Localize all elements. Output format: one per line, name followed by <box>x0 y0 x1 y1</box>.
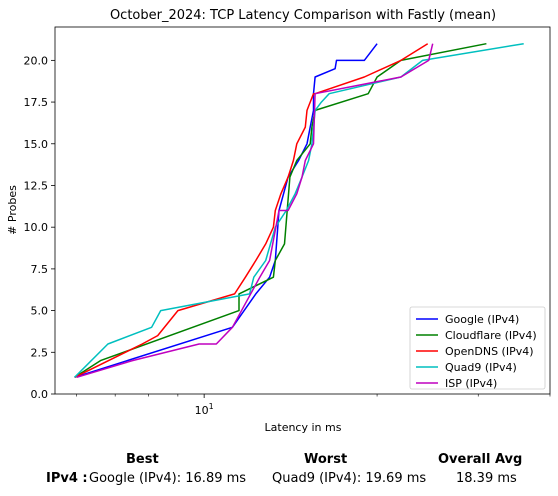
summary-row-label: IPv4 : <box>46 471 88 486</box>
summary-worst-value: Quad9 (IPv4): 19.69 ms <box>272 471 427 486</box>
x-axis-label: Latency in ms <box>265 421 342 434</box>
summary-overall-value: 18.39 ms <box>456 471 517 486</box>
legend-box <box>409 306 546 390</box>
summary-header-best: Best <box>126 452 159 467</box>
chart-title: October_2024: TCP Latency Comparison wit… <box>110 8 496 23</box>
y-tick-label: 2.5 <box>31 346 49 359</box>
y-axis-label: # Probes <box>6 185 19 235</box>
y-tick-label: 17.5 <box>24 96 49 109</box>
y-tick-label: 0.0 <box>31 388 49 401</box>
latency-chart: October_2024: TCP Latency Comparison wit… <box>6 8 551 434</box>
summary-best-value: Google (IPv4): 16.89 ms <box>89 471 247 486</box>
y-tick-label: 10.0 <box>24 221 49 234</box>
plot-area: 0.0 2.5 5.0 7.5 10.0 12.5 15.0 17.5 20.0 101 Googl… <box>24 26 551 417</box>
x-tick-exponent: 1 <box>209 402 214 411</box>
series-line-isp-ipv4 <box>76 43 434 379</box>
legend-label: Cloudflare (IPv4) <box>445 329 537 342</box>
y-tick-label: 5.0 <box>31 305 49 318</box>
series-line-google-ipv4 <box>74 43 378 379</box>
legend-label: ISP (IPv4) <box>445 377 497 390</box>
axes-frame <box>54 26 551 395</box>
legend-label: Quad9 (IPv4) <box>445 361 517 374</box>
y-tick-label: 12.5 <box>24 179 49 192</box>
summary-header-overall: Overall Avg <box>438 452 523 467</box>
series-line-cloudflare-ipv4 <box>74 42 487 378</box>
legend-label: Google (IPv4) <box>445 313 519 326</box>
y-tick-label: 15.0 <box>24 138 49 151</box>
legend-label: OpenDNS (IPv4) <box>445 345 534 358</box>
y-tick-label: 7.5 <box>31 263 49 276</box>
summary-header-worst: Worst <box>304 452 348 467</box>
series-line-quad9-ipv4 <box>74 42 524 378</box>
y-tick-label: 20.0 <box>24 54 49 67</box>
x-tick-label: 101 <box>195 402 214 417</box>
